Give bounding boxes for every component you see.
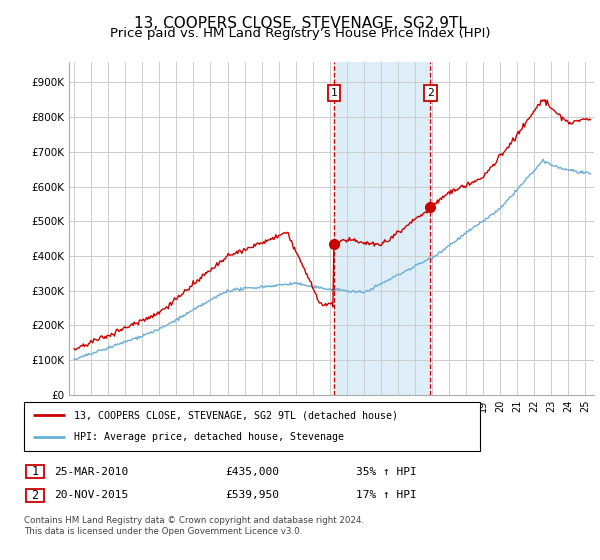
Text: 35% ↑ HPI: 35% ↑ HPI [356,466,417,477]
Text: Contains HM Land Registry data © Crown copyright and database right 2024.
This d: Contains HM Land Registry data © Crown c… [24,516,364,536]
FancyBboxPatch shape [26,489,44,502]
Text: 17% ↑ HPI: 17% ↑ HPI [356,491,417,500]
Text: £435,000: £435,000 [226,466,280,477]
Text: 20-NOV-2015: 20-NOV-2015 [54,491,128,500]
Text: 13, COOPERS CLOSE, STEVENAGE, SG2 9TL: 13, COOPERS CLOSE, STEVENAGE, SG2 9TL [134,16,466,31]
Text: 1: 1 [32,465,38,478]
Text: £539,950: £539,950 [226,491,280,500]
Text: HPI: Average price, detached house, Stevenage: HPI: Average price, detached house, Stev… [74,432,344,442]
FancyBboxPatch shape [26,465,44,478]
Text: 25-MAR-2010: 25-MAR-2010 [54,466,128,477]
Text: 2: 2 [427,88,434,98]
Text: Price paid vs. HM Land Registry’s House Price Index (HPI): Price paid vs. HM Land Registry’s House … [110,27,490,40]
FancyBboxPatch shape [24,402,480,451]
Text: 2: 2 [32,489,38,502]
Text: 13, COOPERS CLOSE, STEVENAGE, SG2 9TL (detached house): 13, COOPERS CLOSE, STEVENAGE, SG2 9TL (d… [74,410,398,421]
Text: 1: 1 [331,88,337,98]
